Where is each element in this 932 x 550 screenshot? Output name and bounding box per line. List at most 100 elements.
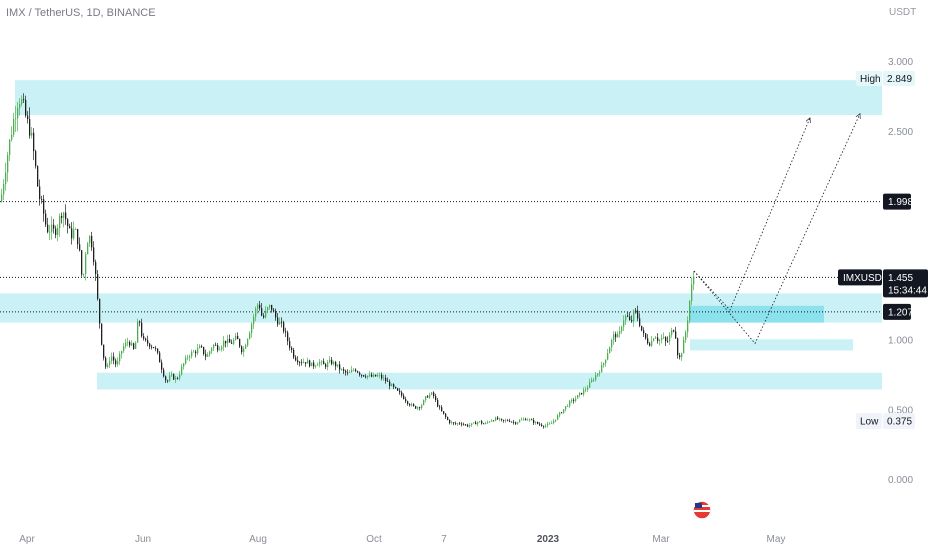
candle-body (237, 335, 239, 340)
candle-body (497, 417, 499, 420)
label-1207-text: 1.207 (888, 307, 913, 318)
candle-body (109, 360, 111, 366)
candle-body (203, 347, 205, 355)
zone-4 (97, 372, 882, 390)
candle-body (443, 411, 445, 414)
candle-body (481, 421, 483, 424)
candle-body (685, 332, 687, 340)
candle-body (297, 360, 299, 363)
candle-body (245, 345, 247, 349)
projection-path-1 (693, 114, 860, 345)
candle-body (579, 392, 581, 396)
candle-body (69, 226, 71, 229)
zone-3 (690, 339, 853, 351)
candle-body (155, 347, 157, 349)
y-axis: 3.000 2.500 1.000 0.500 0.000 (888, 57, 913, 486)
candle-body (47, 224, 49, 233)
candle-body (667, 341, 669, 342)
candle-body (655, 337, 657, 339)
candle-body (205, 354, 207, 357)
label-1998-text: 1.998 (888, 197, 913, 208)
candle-body (367, 375, 369, 378)
candle-body (671, 330, 673, 335)
low-value-text: 0.375 (887, 417, 912, 428)
zone-2 (690, 305, 824, 323)
candle-body (673, 330, 675, 332)
candle-body (85, 254, 87, 274)
candle-body (299, 362, 301, 363)
candle-body (315, 365, 317, 367)
candle-body (129, 342, 131, 346)
candle-body (101, 323, 103, 345)
candle-body (527, 419, 529, 421)
candle-body (677, 338, 679, 356)
projection-path-0 (693, 118, 810, 311)
candle-body (379, 374, 381, 376)
candle-body (65, 212, 67, 220)
label-1207: 1.207 (883, 303, 913, 320)
candle-body (413, 404, 415, 407)
horizontal-lines-layer (0, 201, 882, 313)
candle-body (529, 419, 531, 421)
candle-body (35, 151, 37, 167)
candle-body (219, 349, 221, 351)
candle-body (353, 369, 355, 371)
candle-body (347, 372, 349, 374)
candle-body (435, 396, 437, 401)
candle-body (405, 399, 407, 402)
candle-body (689, 300, 691, 321)
candle-body (145, 338, 147, 341)
candle-body (97, 274, 99, 299)
candle-body (507, 420, 509, 422)
candle-body (165, 376, 167, 381)
candle-body (121, 351, 123, 355)
candle-body (139, 321, 141, 323)
candle-body (267, 307, 269, 311)
candle-body (307, 360, 309, 364)
candle-body (273, 309, 275, 312)
candle-body (611, 339, 613, 348)
candle-body (575, 398, 577, 401)
candles-layer (1, 93, 695, 429)
candle-body (451, 422, 453, 424)
candle-body (423, 399, 425, 406)
candle-body (261, 308, 263, 316)
candle-body (49, 231, 51, 233)
candle-body (583, 389, 585, 395)
candle-body (349, 372, 351, 374)
candle-body (587, 387, 589, 390)
us-flag-icon[interactable] (692, 500, 712, 520)
zone-0 (15, 80, 882, 116)
candle-body (309, 360, 311, 367)
candle-body (183, 363, 185, 367)
candle-body (123, 346, 125, 352)
candle-body (445, 413, 447, 418)
candle-body (251, 323, 253, 333)
candle-body (525, 419, 527, 421)
candle-body (153, 347, 155, 348)
candle-body (377, 375, 379, 377)
candle-body (127, 342, 129, 344)
candle-body (217, 345, 219, 351)
candle-body (323, 361, 325, 365)
candle-body (277, 317, 279, 325)
candle-body (135, 342, 137, 349)
candle-body (171, 374, 173, 376)
candle-body (11, 134, 13, 140)
candle-body (557, 415, 559, 420)
candle-body (581, 392, 583, 395)
candle-body (513, 421, 515, 423)
candle-body (495, 417, 497, 421)
candle-body (95, 262, 97, 275)
candle-body (519, 420, 521, 423)
candle-body (409, 403, 411, 406)
x-tick-label: 2023 (537, 534, 560, 545)
candle-body (71, 228, 73, 239)
candle-body (105, 357, 107, 367)
candle-body (545, 425, 547, 427)
candle-body (391, 384, 393, 387)
candle-body (193, 351, 195, 353)
candle-body (607, 353, 609, 360)
